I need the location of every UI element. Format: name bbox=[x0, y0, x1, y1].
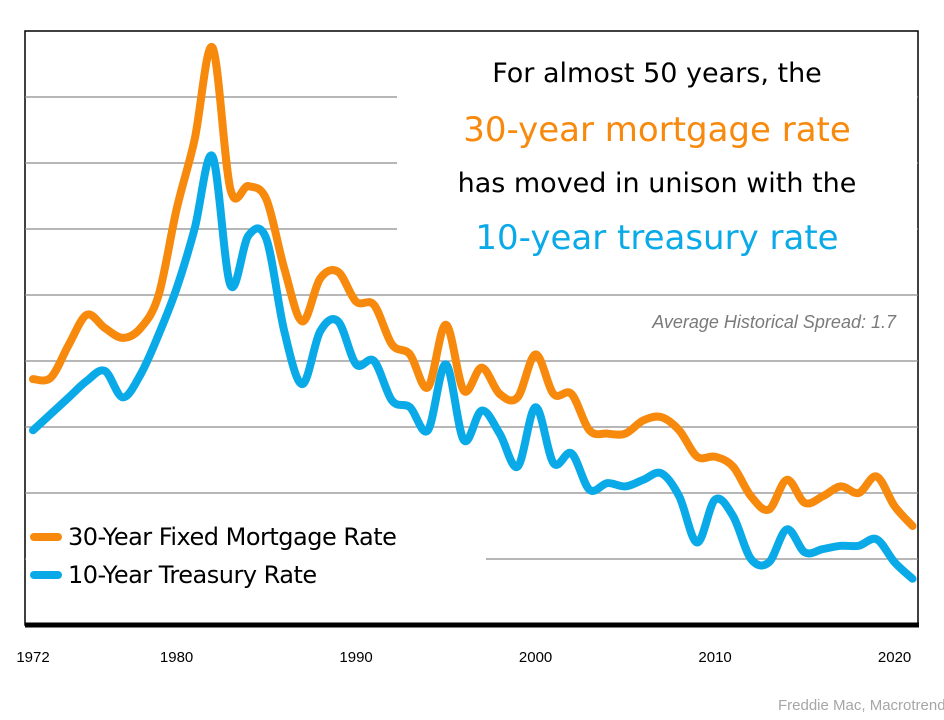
x-tick-label: 1980 bbox=[160, 649, 193, 666]
legend-backdrop bbox=[26, 512, 486, 600]
x-tick-label: 2000 bbox=[519, 649, 552, 666]
title-line-2-mortgage: 30-year mortgage rate bbox=[463, 110, 851, 150]
legend-item-treasury: 10-Year Treasury Rate bbox=[30, 556, 396, 594]
x-tick-label: 2010 bbox=[698, 649, 731, 666]
legend-swatch-mortgage bbox=[30, 533, 62, 541]
title-line-4-treasury: 10-year treasury rate bbox=[475, 218, 839, 258]
title-backdrop bbox=[397, 32, 917, 292]
series-line-mortgage bbox=[29, 43, 917, 530]
x-tick-label: 1972 bbox=[16, 649, 49, 666]
legend-item-mortgage: 30-Year Fixed Mortgage Rate bbox=[30, 518, 397, 556]
legend-label-mortgage: 30-Year Fixed Mortgage Rate bbox=[68, 523, 397, 551]
x-tick-label: 1990 bbox=[339, 649, 372, 666]
series-line-treasury bbox=[29, 151, 917, 583]
title-line-1: For almost 50 years, the bbox=[492, 58, 822, 89]
legend: 30-Year Fixed Mortgage Rate 10-Year Trea… bbox=[30, 518, 397, 594]
legend-label-treasury: 10-Year Treasury Rate bbox=[68, 561, 317, 589]
legend-swatch-treasury bbox=[30, 571, 62, 579]
x-tick-label: 2020 bbox=[878, 649, 911, 666]
spread-annotation: Average Historical Spread: 1.7 bbox=[652, 312, 896, 332]
title-line-3: has moved in unison with the bbox=[457, 168, 857, 199]
source-credit: Freddie Mac, Macrotrends bbox=[778, 697, 944, 714]
